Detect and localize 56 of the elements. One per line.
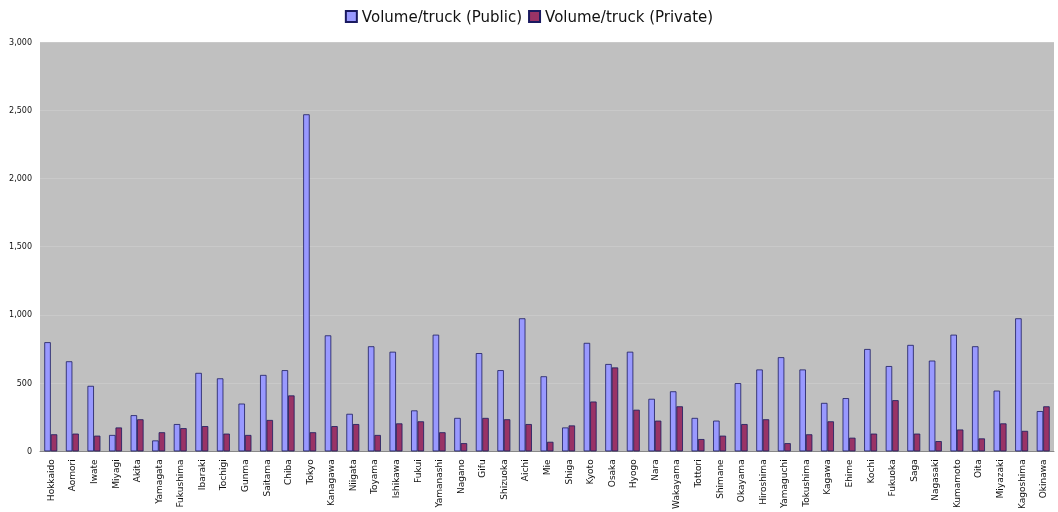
x-tick-label: Aichi <box>520 459 531 482</box>
x-tick-label: Miyazaki <box>995 459 1006 499</box>
x-tick-label: Gifu <box>477 459 488 478</box>
x-tick-label: Shiga <box>563 459 574 485</box>
x-tick-label: Hokkaido <box>45 458 56 502</box>
x-tick-label: Ehime <box>844 458 855 488</box>
x-tick-label: Kagoshima <box>1016 459 1027 509</box>
x-tick-label: Niigata <box>347 459 358 492</box>
x-tick-label: Okayama <box>736 459 747 503</box>
x-tick-label: Akita <box>132 459 143 483</box>
x-tick-label: Wakayama <box>671 459 682 509</box>
x-tick-label: Tokyo <box>304 458 315 486</box>
x-tick-label: Tottori <box>693 459 704 489</box>
x-tick-label: Fukuoka <box>887 459 898 497</box>
x-tick-label: Toyama <box>369 459 380 495</box>
x-tick-label: Kyoto <box>585 458 596 485</box>
x-tick-label: Kochi <box>865 459 876 484</box>
x-tick-label: Yamagata <box>153 459 164 505</box>
x-tick-label: Aomori <box>67 459 78 492</box>
y-tick-label: 0 <box>26 446 32 456</box>
legend-label: Volume/truck (Private) <box>545 7 714 26</box>
x-tick-label: Shimane <box>714 458 725 499</box>
x-tick-label: Yamanashi <box>434 459 445 509</box>
y-tick-label: 500 <box>16 378 32 388</box>
x-tick-label: Tochigi <box>218 459 229 492</box>
x-tick-label: Osaka <box>606 459 617 488</box>
x-tick-label: Tokushima <box>800 459 811 508</box>
y-tick-label: 3,000 <box>9 37 32 47</box>
x-tick-label: Hiroshima <box>757 459 768 505</box>
x-tick-label: Fukui <box>412 459 423 483</box>
x-tick-label: Hyogo <box>628 458 639 489</box>
x-tick-label: Miyagi <box>110 459 121 489</box>
x-tick-label: Okinawa <box>1038 459 1049 499</box>
x-tick-label: Kagawa <box>822 459 833 495</box>
x-tick-label: Oita <box>973 459 984 478</box>
y-tick-label: 2,000 <box>9 173 32 183</box>
x-tick-label: Yamaguchi <box>779 459 790 509</box>
y-tick-label: 1,500 <box>9 242 32 252</box>
x-tick-label: Shizuoka <box>498 459 509 500</box>
y-tick-label: 2,500 <box>9 105 32 115</box>
x-tick-label: Nagasaki <box>930 459 941 501</box>
x-tick-label: Gunma <box>239 459 250 493</box>
x-tick-label: Chiba <box>283 459 294 486</box>
x-tick-label: Nara <box>649 459 660 481</box>
x-tick-label: Fukushima <box>175 459 186 508</box>
x-tick-label: Ishikawa <box>390 459 401 499</box>
x-tick-label: Kanagawa <box>326 459 337 506</box>
y-tick-label: 1,000 <box>9 310 32 320</box>
x-tick-label: Saga <box>908 459 919 482</box>
x-tick-label: Iwate <box>88 458 99 484</box>
x-tick-label: Mie <box>542 458 552 476</box>
x-tick-label: Nagano <box>455 458 466 495</box>
x-tick-label: Kumamoto <box>951 458 962 509</box>
x-tick-label: Saitama <box>261 459 272 497</box>
x-tick-label: Ibaraki <box>196 459 207 491</box>
legend-label: Volume/truck (Public) <box>361 7 523 26</box>
